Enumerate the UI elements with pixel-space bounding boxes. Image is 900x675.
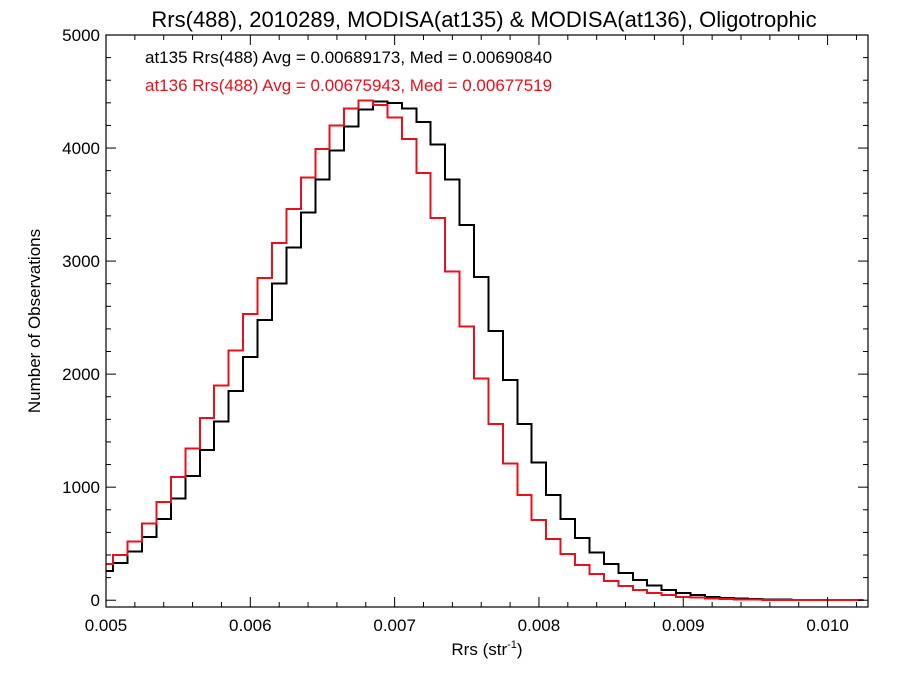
x-axis-label-superscript: -1 xyxy=(507,639,517,651)
legend-entry-at136: at136 Rrs(488) Avg = 0.00675943, Med = 0… xyxy=(145,76,552,95)
x-tick-label: 0.010 xyxy=(806,616,849,635)
legend-entry-at135: at135 Rrs(488) Avg = 0.00689173, Med = 0… xyxy=(145,48,552,67)
series-at136-line xyxy=(106,99,864,602)
x-axis-label: Rrs (str-1) xyxy=(451,639,522,659)
y-tick-label: 0 xyxy=(91,591,100,610)
x-tick-label: 0.007 xyxy=(373,616,416,635)
x-tick-label: 0.006 xyxy=(229,616,272,635)
y-tick-label: 1000 xyxy=(62,478,100,497)
plot-frame xyxy=(105,34,869,608)
y-axis-label: Number of Observations xyxy=(25,229,44,413)
x-tick-label: 0.005 xyxy=(85,616,128,635)
x-axis-label-end: ) xyxy=(517,640,523,659)
series-at135-line xyxy=(106,100,864,602)
y-tick-label: 3000 xyxy=(62,252,100,271)
legend: at135 Rrs(488) Avg = 0.00689173, Med = 0… xyxy=(145,48,552,95)
series-layer xyxy=(106,99,864,602)
chart-title: Rrs(488), 2010289, MODISA(at135) & MODIS… xyxy=(151,7,816,32)
y-tick-label: 4000 xyxy=(62,139,100,158)
x-axis-label-main: Rrs (str xyxy=(451,640,507,659)
y-tick-label: 2000 xyxy=(62,365,100,384)
x-tick-label: 0.008 xyxy=(518,616,561,635)
y-tick-label: 5000 xyxy=(62,26,100,45)
x-tick-label: 0.009 xyxy=(662,616,705,635)
y-axis: 0 1000 2000 3000 4000 5000 xyxy=(62,26,868,610)
x-axis: 0.005 0.006 0.007 0.008 0.009 0.010 xyxy=(85,35,857,635)
